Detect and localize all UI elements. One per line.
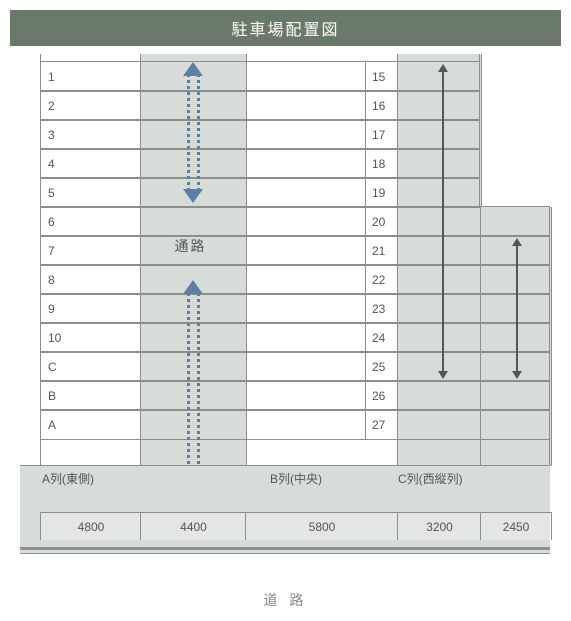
table-row: A 27	[40, 409, 550, 440]
table-row: 5 19	[40, 177, 480, 208]
row-a-label: 3	[48, 128, 55, 142]
aisle-arrow	[181, 62, 205, 203]
table-row: C 25	[40, 351, 550, 382]
row-a-label: B	[48, 389, 56, 403]
dimension-cell: 4800	[40, 512, 141, 540]
table-row: 2 16	[40, 90, 480, 121]
dimension-cell: 2450	[480, 512, 552, 540]
row-a-label: 6	[48, 215, 55, 229]
row-a-label: 9	[48, 302, 55, 316]
span-arrow	[512, 238, 522, 379]
row-b-label: 24	[372, 331, 385, 345]
column-header: C列(西縦列)	[398, 470, 463, 487]
row-b-label: 19	[372, 186, 385, 200]
aisle-arrow	[181, 280, 205, 485]
table-row: 1 15	[40, 61, 480, 92]
road-line	[20, 553, 550, 554]
row-a-label: 1	[48, 70, 55, 84]
span-arrow	[438, 64, 448, 379]
row-b-label: 18	[372, 157, 385, 171]
row-a-label: C	[48, 360, 57, 374]
row-b-label: 22	[372, 273, 385, 287]
table-row: 8 22	[40, 264, 550, 295]
row-b-label: 15	[372, 70, 385, 84]
frame-edge	[365, 62, 366, 439]
table-row: B 26	[40, 380, 550, 411]
aisle-label: 通路	[175, 236, 207, 256]
column-header: A列(東側)	[42, 470, 94, 487]
page-title: 駐車場配置図	[10, 10, 561, 46]
dimension-cell: 4400	[140, 512, 246, 540]
row-b-label: 21	[372, 244, 385, 258]
row-b-label: 23	[372, 302, 385, 316]
row-b-label: 17	[372, 128, 385, 142]
footer-strip: A列(東側) B列(中央) C列(西縦列) 48004400580032002450	[20, 465, 550, 554]
parking-diagram: 1 15 2 16 3 17 4 18 5 19 6 20 7 21 8 22 9 23 10 24 C 25 B 26 A 27…	[20, 54, 550, 554]
dimension-row: 48004400580032002450	[20, 512, 550, 540]
row-b-label: 16	[372, 99, 385, 113]
road-label: 道 路	[10, 590, 561, 610]
row-a-label: 7	[48, 244, 55, 258]
row-a-label: 8	[48, 273, 55, 287]
row-b-label: 20	[372, 215, 385, 229]
dimension-cell: 5800	[245, 512, 398, 540]
row-b-label: 26	[372, 389, 385, 403]
row-a-label: 5	[48, 186, 55, 200]
frame-edge	[40, 54, 41, 466]
row-a-label: 2	[48, 99, 55, 113]
table-row: 3 17	[40, 119, 480, 150]
column-header: B列(中央)	[270, 470, 322, 487]
row-b-label: 25	[372, 360, 385, 374]
table-row: 6 20	[40, 206, 550, 237]
row-a-label: 10	[48, 331, 61, 345]
row-a-label: 4	[48, 157, 55, 171]
table-row: 10 24	[40, 322, 550, 353]
table-row: 7 21	[40, 235, 550, 266]
row-b-label: 27	[372, 418, 385, 432]
road-line	[20, 547, 550, 550]
dimension-cell: 3200	[397, 512, 481, 540]
table-row: 9 23	[40, 293, 550, 324]
table-row: 4 18	[40, 148, 480, 179]
row-a-label: A	[48, 418, 56, 432]
